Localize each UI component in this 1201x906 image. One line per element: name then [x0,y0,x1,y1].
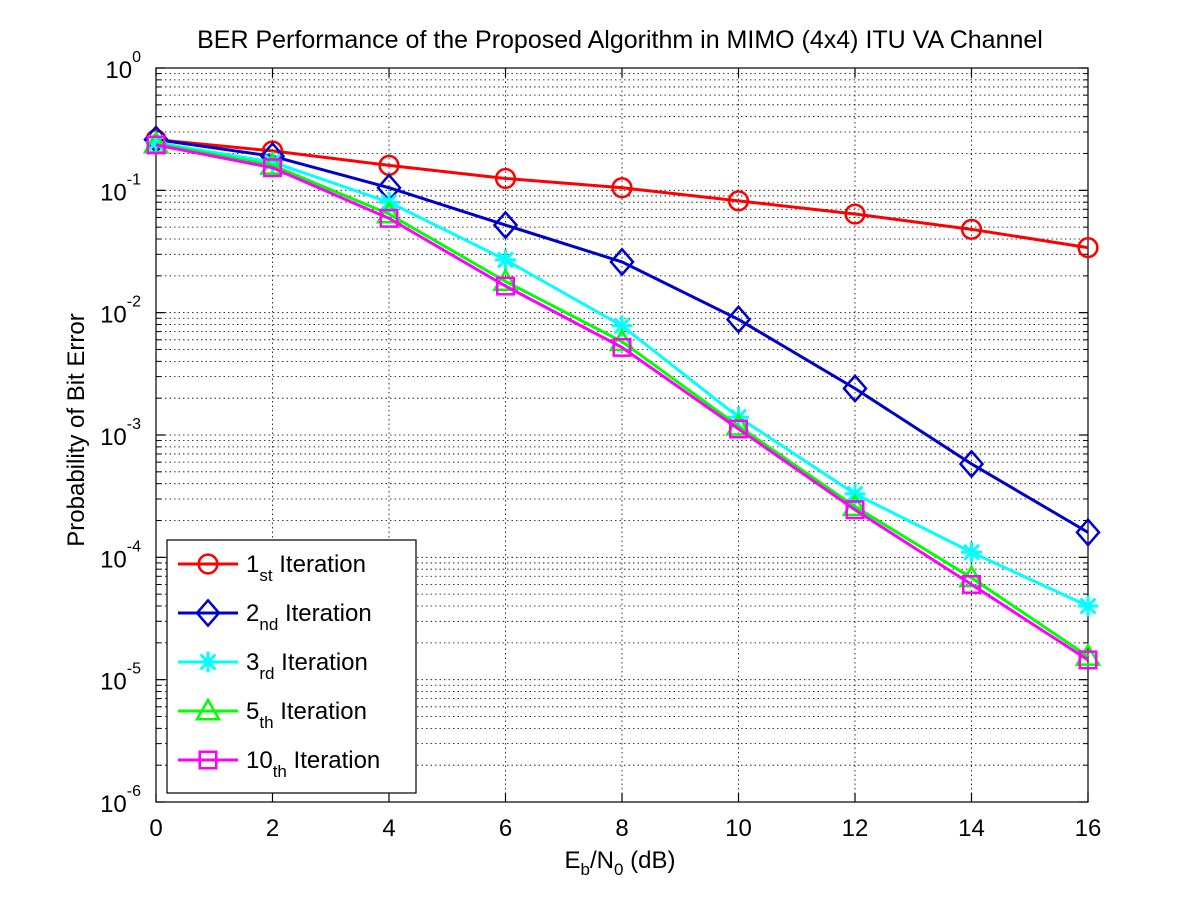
data-point-1st [1077,237,1099,259]
legend-marker [197,651,219,673]
legend-label: 1st Iteration [246,551,366,585]
x-tick-label: 8 [615,815,628,842]
series-line-5th [155,142,1089,658]
x-tick-label: 10 [725,815,752,842]
series-10th [146,135,1098,670]
data-point-3rd-stroke [613,317,631,335]
y-tick-label: 10-4 [100,538,141,573]
data-point-10th [496,276,515,296]
y-tick-label: 100 [105,49,141,84]
x-tick-label: 2 [266,815,279,842]
legend-label: 3rd Iteration [246,649,368,683]
y-tick-label: 10-5 [100,661,141,696]
data-point-3rd-stroke [497,251,514,269]
data-point-10th [263,158,282,178]
data-point-2nd [725,304,752,335]
data-point-1st [727,190,750,212]
x-tick-label: 12 [842,815,869,842]
legend-marker-stroke [199,653,217,671]
x-tick-label: 0 [149,815,162,842]
x-tick-label: 4 [382,815,395,842]
data-point-1st [844,203,866,225]
data-point-3rd [611,315,633,337]
data-point-3rd [1077,595,1099,617]
x-tick-label: 14 [958,815,985,842]
series-line-1st [155,138,1089,250]
data-point-10th [729,419,748,439]
data-point-5th [375,200,403,224]
series-3rd [145,132,1099,617]
data-point-10th [845,500,865,520]
data-point-5th [492,267,519,291]
data-point-10th [379,208,399,228]
data-point-2nd [842,373,868,404]
legend-marker [198,750,218,770]
x-axis-label: Eb/N0 (dB) [565,847,676,879]
data-point-3rd-stroke [1079,597,1097,615]
x-tick-label: 6 [499,815,512,842]
y-tick-label: 10-2 [100,294,141,329]
data-point-3rd [961,541,982,563]
data-point-3rd-stroke [963,543,980,561]
y-tick-label: 10-1 [100,171,141,206]
series-line-10th [155,143,1089,662]
y-tick-label: 10-3 [100,416,141,451]
y-axis-label: Probability of Bit Error [63,313,90,546]
series-layer [142,125,1102,670]
y-tick-label: 10-6 [100,783,141,818]
data-point-10th [1078,650,1098,670]
data-point-1st [611,177,633,199]
chart-title: BER Performance of the Proposed Algorith… [197,26,1043,54]
legend: 1st Iteration 2nd Iteration 3rd Iteration 5… [166,539,417,794]
data-point-3rd [495,249,516,271]
series-line-2nd [155,138,1089,534]
data-point-10th [146,135,166,155]
legend-label: 2nd Iteration [246,600,372,634]
data-point-2nd [492,210,519,240]
data-point-10th [612,337,632,357]
data-point-5th [259,151,286,175]
legend-marker [197,553,219,575]
axes-layer: 0 2 4 6 8 10 12 14 16 100 10-1 10-2 10-3 10-4 10-5 10-6… [63,49,1101,879]
data-point-1st [494,167,517,190]
x-tick-label: 16 [1075,815,1102,842]
data-point-2nd [958,449,985,479]
data-point-2nd [1075,517,1101,547]
legend-label: 5th Iteration [246,698,367,732]
legend-marker [195,598,221,628]
legend-marker [194,697,222,721]
data-point-2nd [609,247,635,277]
legend-label: 10th Iteration [246,747,380,781]
data-point-10th [962,574,981,594]
data-point-1st [960,218,983,240]
